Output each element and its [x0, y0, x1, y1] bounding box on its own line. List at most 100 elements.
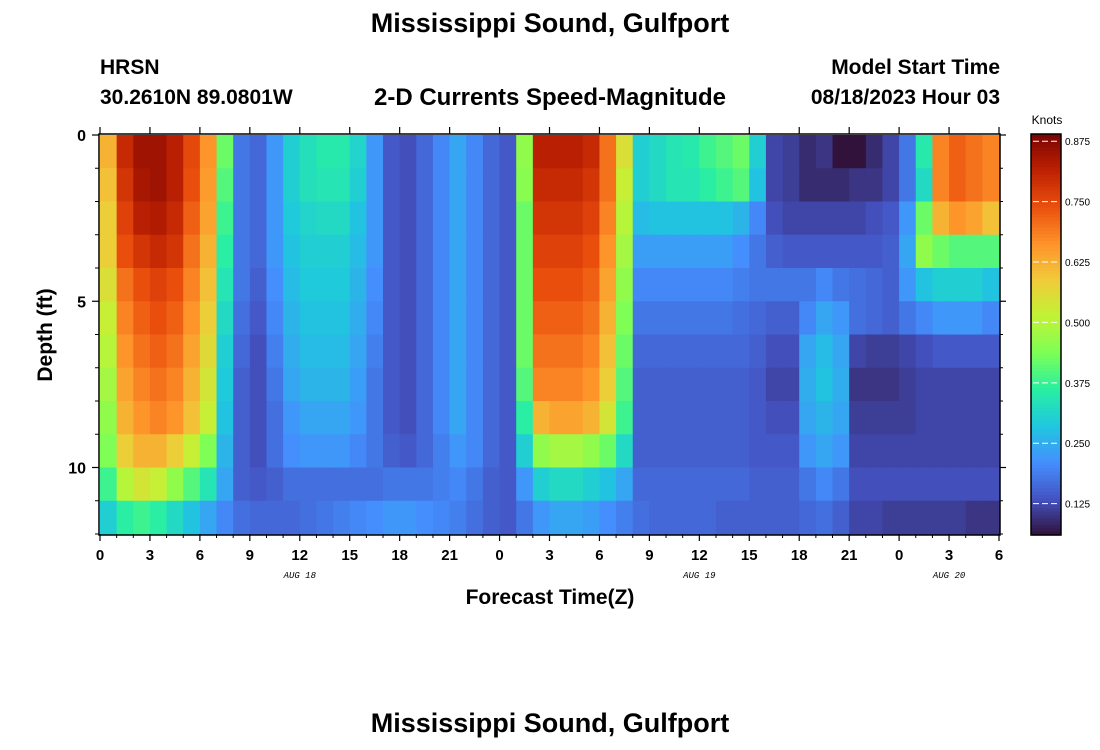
colorbar-segment [1031, 301, 1061, 306]
station-coordinates: 30.2610N 89.0801W [100, 86, 293, 109]
heatmap-cell [299, 168, 318, 203]
heatmap-cell [299, 500, 318, 535]
heatmap-cell [449, 268, 467, 302]
colorbar-label: Knots [1032, 113, 1063, 127]
heatmap-cell [333, 268, 351, 302]
heatmap-cell [832, 268, 850, 302]
model-start-label: Model Start Time [831, 56, 1000, 79]
heatmap-cell [199, 434, 218, 469]
heatmap-cell [199, 301, 218, 336]
heatmap-cell [233, 135, 251, 169]
heatmap-cell [782, 401, 800, 435]
colorbar-segment [1031, 247, 1061, 252]
heatmap-cell [965, 135, 983, 169]
heatmap-cell [466, 367, 484, 402]
heatmap-cell [982, 401, 1000, 435]
heatmap-cell [349, 135, 367, 169]
heatmap-cell [599, 268, 617, 302]
heatmap-cell [416, 201, 434, 236]
heatmap-cell [166, 467, 184, 502]
heatmap-cell [166, 401, 184, 435]
colorbar-segment [1031, 404, 1061, 409]
heatmap-cell [333, 467, 351, 502]
heatmap-cell [949, 467, 967, 502]
heatmap-cell [333, 334, 351, 369]
heatmap-cell [616, 301, 634, 336]
heatmap-cell [399, 234, 417, 269]
heatmap-cell [932, 467, 950, 502]
heatmap-cell [899, 301, 917, 336]
heatmap-cell [666, 201, 684, 236]
heatmap-cell [815, 467, 834, 502]
heatmap-cell [149, 135, 168, 169]
heatmap-cell [815, 334, 834, 369]
heatmap-cell [316, 268, 334, 302]
colorbar-segment [1031, 150, 1061, 155]
heatmap-cell [466, 268, 484, 302]
heatmap-cell [815, 234, 834, 269]
heatmap-cell [249, 301, 268, 336]
colorbar-segment [1031, 508, 1061, 513]
heatmap-cell [965, 201, 983, 236]
heatmap-cell [216, 467, 234, 502]
colorbar-segment [1031, 190, 1061, 195]
heatmap-cell [466, 135, 484, 169]
heatmap-cell [649, 500, 667, 535]
heatmap-cell [765, 467, 784, 502]
heatmap-cell [632, 268, 650, 302]
heatmap-cell [632, 334, 650, 369]
heatmap-cell [133, 234, 151, 269]
heatmap-cell [532, 168, 551, 203]
heatmap-cell [349, 268, 367, 302]
heatmap-cell [166, 201, 184, 236]
colorbar-segment [1031, 160, 1061, 165]
colorbar-segment [1031, 418, 1061, 422]
colorbar-segment [1031, 521, 1061, 526]
colorbar-segment [1031, 367, 1061, 372]
heatmap-cell [482, 234, 501, 269]
heatmap-cell [666, 367, 684, 402]
colorbar-segment [1031, 214, 1061, 219]
heatmap-cell [566, 301, 584, 336]
heatmap-cell [149, 401, 168, 435]
y-tick-label: 5 [77, 294, 86, 311]
colorbar-segment [1031, 234, 1061, 239]
heatmap-cell [582, 434, 601, 469]
heatmap-cell [649, 401, 667, 435]
heatmap-cell [499, 168, 517, 203]
colorbar-segment [1031, 271, 1061, 275]
heatmap-cell [899, 367, 917, 402]
heatmap-cell [116, 467, 134, 502]
heatmap-cell [566, 467, 584, 502]
heatmap-cell [233, 500, 251, 535]
heatmap-cell [283, 334, 301, 369]
heatmap-cell [649, 434, 667, 469]
heatmap-cell [449, 301, 467, 336]
heatmap-cell [233, 367, 251, 402]
colorbar-segment [1031, 504, 1061, 509]
heatmap-cell [166, 301, 184, 336]
heatmap-cell [599, 401, 617, 435]
heatmap-cell [100, 401, 118, 435]
heatmap-cell [882, 500, 900, 535]
heatmap-cell [799, 135, 817, 169]
colorbar-segment [1031, 444, 1061, 449]
heatmap-cell [932, 301, 950, 336]
heatmap-cell [516, 168, 534, 203]
heatmap-cell [499, 301, 517, 336]
heatmap-cell [216, 367, 234, 402]
heatmap-cell [349, 367, 367, 402]
heatmap-cell [349, 434, 367, 469]
heatmap-cell [166, 334, 184, 369]
heatmap-cell [199, 268, 218, 302]
heatmap-cell [632, 168, 650, 203]
heatmap-cell [416, 434, 434, 469]
colorbar-tick-label: 0.750 [1065, 198, 1090, 209]
heatmap-cell [749, 367, 767, 402]
heatmap-cell [233, 401, 251, 435]
heatmap-cell [765, 168, 784, 203]
heatmap-cell [765, 301, 784, 336]
heatmap-cell [682, 500, 700, 535]
heatmap-cell [899, 334, 917, 369]
heatmap-cell [266, 500, 284, 535]
